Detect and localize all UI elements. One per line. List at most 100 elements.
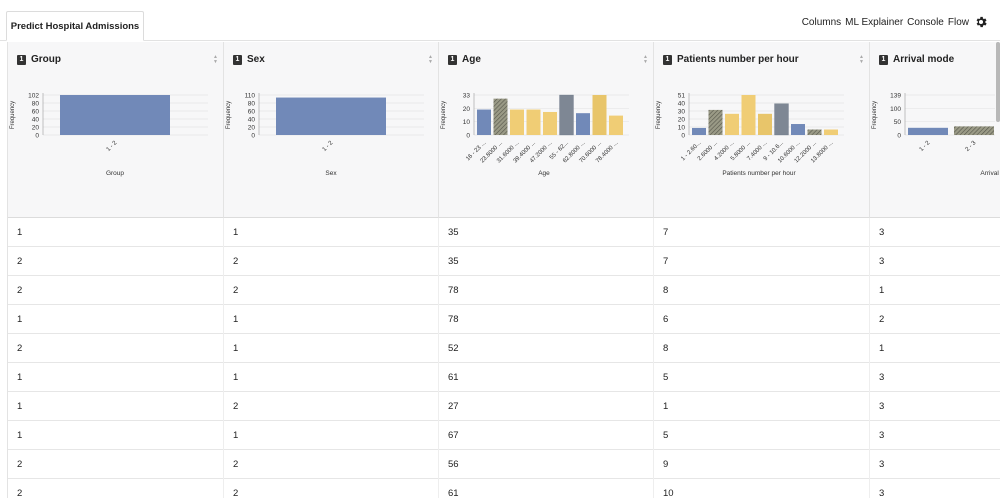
table-cell-group[interactable]: 2 [8,450,224,479]
table-cell-patients-number-per-hour[interactable]: 9 [654,450,870,479]
histogram-bar[interactable] [609,115,623,135]
histogram-bar[interactable] [510,109,524,135]
histogram-bar[interactable] [774,103,789,136]
table-row[interactable]: 1 1 61 5 3 [8,363,1000,392]
table-cell-sex[interactable]: 2 [224,247,439,276]
table-row[interactable]: 2 1 52 8 1 [8,334,1000,363]
table-cell-group[interactable]: 2 [8,334,224,363]
table-cell-patients-number-per-hour[interactable]: 7 [654,247,870,276]
table-row[interactable]: 2 2 61 10 3 [8,479,1000,498]
table-row[interactable]: 1 2 27 1 3 [8,392,1000,421]
table-cell-group[interactable]: 1 [8,218,224,247]
table-cell-patients-number-per-hour[interactable]: 1 [654,392,870,421]
sort-icon[interactable]: ▲ ▼ [213,54,218,65]
histogram-bar[interactable] [708,109,723,135]
table-cell-patients-number-per-hour[interactable]: 5 [654,421,870,450]
histogram-bar[interactable] [692,127,706,135]
table-cell-age[interactable]: 56 [439,450,654,479]
column-header-arrival-mode[interactable]: 1 Arrival mode Frequency 139 100 50 0 1 - 2 2 - … [870,42,1000,218]
table-cell-sex[interactable]: 1 [224,363,439,392]
table-cell-group[interactable]: 1 [8,392,224,421]
histogram-bar[interactable] [725,113,739,135]
histogram-bar[interactable] [592,95,607,135]
table-cell-patients-number-per-hour[interactable]: 5 [654,363,870,392]
table-row[interactable]: 2 2 56 9 3 [8,450,1000,479]
table-cell-sex[interactable]: 2 [224,392,439,421]
column-title: 1 Arrival mode [879,54,954,65]
histogram-bar[interactable] [477,109,491,135]
table-cell-age[interactable]: 52 [439,334,654,363]
table-cell-age[interactable]: 61 [439,363,654,392]
table-row[interactable]: 2 2 35 7 3 [8,247,1000,276]
table-cell-age[interactable]: 78 [439,276,654,305]
table-cell-sex[interactable]: 2 [224,450,439,479]
sort-icon[interactable]: ▲ ▼ [859,54,864,65]
table-cell-arrival-mode[interactable]: 1 [870,334,1000,363]
table-cell-age[interactable]: 78 [439,305,654,334]
table-cell-group[interactable]: 2 [8,247,224,276]
table-cell-group[interactable]: 1 [8,305,224,334]
table-cell-patients-number-per-hour[interactable]: 10 [654,479,870,498]
histogram-bar[interactable] [559,94,574,136]
columns-menu-item[interactable]: Columns [801,16,842,28]
tab-predict-hospital-admissions[interactable]: Predict Hospital Admissions [6,11,144,41]
histogram-bar[interactable] [758,113,772,135]
table-cell-patients-number-per-hour[interactable]: 6 [654,305,870,334]
table-cell-arrival-mode[interactable]: 1 [870,276,1000,305]
table-cell-arrival-mode[interactable]: 3 [870,479,1000,498]
sort-icon[interactable]: ▲ ▼ [428,54,433,65]
table-cell-arrival-mode[interactable]: 3 [870,247,1000,276]
histogram-bar[interactable] [954,126,994,135]
histogram-bar[interactable] [526,109,541,135]
table-cell-arrival-mode[interactable]: 3 [870,218,1000,247]
table-cell-arrival-mode[interactable]: 3 [870,363,1000,392]
histogram-bar[interactable] [807,129,822,135]
histogram-bar[interactable] [276,97,386,135]
table-row[interactable]: 1 1 78 6 2 [8,305,1000,334]
table-cell-patients-number-per-hour[interactable]: 8 [654,334,870,363]
histogram-bar[interactable] [791,124,805,135]
table-cell-arrival-mode[interactable]: 3 [870,450,1000,479]
table-row[interactable]: 1 1 35 7 3 [8,218,1000,247]
table-row[interactable]: 2 2 78 8 1 [8,276,1000,305]
table-cell-age[interactable]: 35 [439,218,654,247]
table-cell-arrival-mode[interactable]: 3 [870,421,1000,450]
table-cell-age[interactable]: 35 [439,247,654,276]
histogram-bar[interactable] [493,98,508,135]
table-cell-patients-number-per-hour[interactable]: 7 [654,218,870,247]
histogram-bar[interactable] [824,129,838,135]
ml-explainer-menu-item[interactable]: ML Explainer [845,16,904,28]
column-header-age[interactable]: 1 Age ▲ ▼ Frequency 33 20 10 0 16 - 23 ... 23.8000… [439,42,654,218]
table-cell-sex[interactable]: 2 [224,276,439,305]
table-cell-sex[interactable]: 1 [224,218,439,247]
flow-menu-item[interactable]: Flow [947,16,969,28]
histogram-bar[interactable] [60,95,170,135]
vertical-scrollbar[interactable] [996,42,1000,122]
gear-icon[interactable] [974,15,988,29]
sort-icon[interactable]: ▲ ▼ [643,54,648,65]
histogram-bar[interactable] [908,127,948,135]
histogram-bar[interactable] [741,95,756,135]
table-cell-sex[interactable]: 1 [224,334,439,363]
console-menu-item[interactable]: Console [907,16,944,28]
histogram-bar[interactable] [543,111,557,135]
column-header-patients-number-per-hour[interactable]: 1 Patients number per hour ▲ ▼ Frequency 51 40… [654,42,870,218]
table-cell-group[interactable]: 1 [8,421,224,450]
table-cell-sex[interactable]: 2 [224,479,439,498]
table-row[interactable]: 1 1 67 5 3 [8,421,1000,450]
table-cell-age[interactable]: 61 [439,479,654,498]
table-cell-age[interactable]: 67 [439,421,654,450]
table-cell-group[interactable]: 2 [8,479,224,498]
table-cell-age[interactable]: 27 [439,392,654,421]
table-cell-patients-number-per-hour[interactable]: 8 [654,276,870,305]
table-cell-sex[interactable]: 1 [224,305,439,334]
histogram-bar[interactable] [576,113,590,135]
column-header-sex[interactable]: 1 Sex ▲ ▼ Frequency 110 80 60 40 20 0 1 - 2 Sex [224,42,439,218]
table-cell-group[interactable]: 1 [8,363,224,392]
table-cell-arrival-mode[interactable]: 3 [870,392,1000,421]
table-cell-group[interactable]: 2 [8,276,224,305]
table-cell-sex[interactable]: 1 [224,421,439,450]
table-cell-arrival-mode[interactable]: 2 [870,305,1000,334]
column-header-group[interactable]: 1 Group ▲ ▼ Frequency 102 80 60 40 20 0 1 - 2 Group [8,42,224,218]
